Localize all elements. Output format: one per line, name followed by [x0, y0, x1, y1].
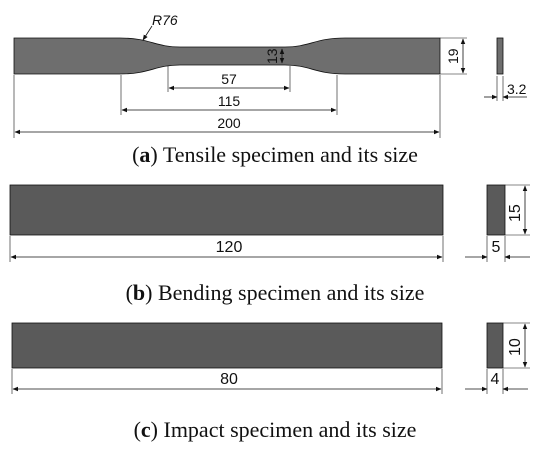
caption-bending-letter: b — [132, 280, 146, 305]
impact-specimen-shape — [11, 322, 443, 369]
caption-bending-prefix: ( — [125, 280, 133, 305]
caption-tensile-text: ) Tensile specimen and its size — [150, 142, 418, 167]
caption-impact-text: ) Impact specimen and its size — [150, 417, 417, 442]
thickness-label: 3.2 — [507, 81, 527, 97]
caption-tensile-letter: a — [139, 142, 151, 167]
gauge-width-label: 13 — [264, 48, 280, 64]
total-length-label: 200 — [217, 115, 241, 131]
caption-impact-letter: c — [140, 417, 151, 442]
radius-leader-line — [142, 25, 153, 41]
radius-label: R76 — [152, 12, 178, 28]
tensile-specimen-shape — [13, 37, 441, 75]
caption-tensile: (a) Tensile specimen and its size — [0, 142, 550, 168]
caption-tensile-prefix: ( — [132, 142, 140, 167]
tensile-specimen-group: R76 13 19 3.2 57 115 200 — [13, 12, 527, 138]
impact-side-view — [486, 322, 504, 369]
impact-height-label: 10 — [507, 338, 524, 356]
bending-thickness-label: 5 — [492, 239, 501, 256]
bending-specimen-group: 120 15 5 — [9, 184, 530, 262]
length-115-label: 115 — [218, 93, 241, 109]
bending-length-label: 120 — [216, 239, 243, 256]
impact-thickness-label: 4 — [491, 371, 500, 388]
impact-specimen-group: 80 10 4 — [11, 322, 530, 394]
caption-bending: (b) Bending specimen and its size — [0, 280, 550, 306]
impact-length-label: 80 — [220, 371, 238, 388]
tensile-side-view — [496, 37, 504, 75]
grip-width-label: 19 — [445, 48, 461, 64]
caption-bending-text: ) Bending specimen and its size — [145, 280, 425, 305]
caption-impact: (c) Impact specimen and its size — [0, 417, 550, 443]
caption-impact-prefix: ( — [133, 417, 141, 442]
gauge-length-label: 57 — [221, 71, 237, 87]
bending-side-view — [486, 184, 506, 236]
bending-height-label: 15 — [507, 204, 524, 222]
bending-specimen-shape — [9, 184, 444, 236]
